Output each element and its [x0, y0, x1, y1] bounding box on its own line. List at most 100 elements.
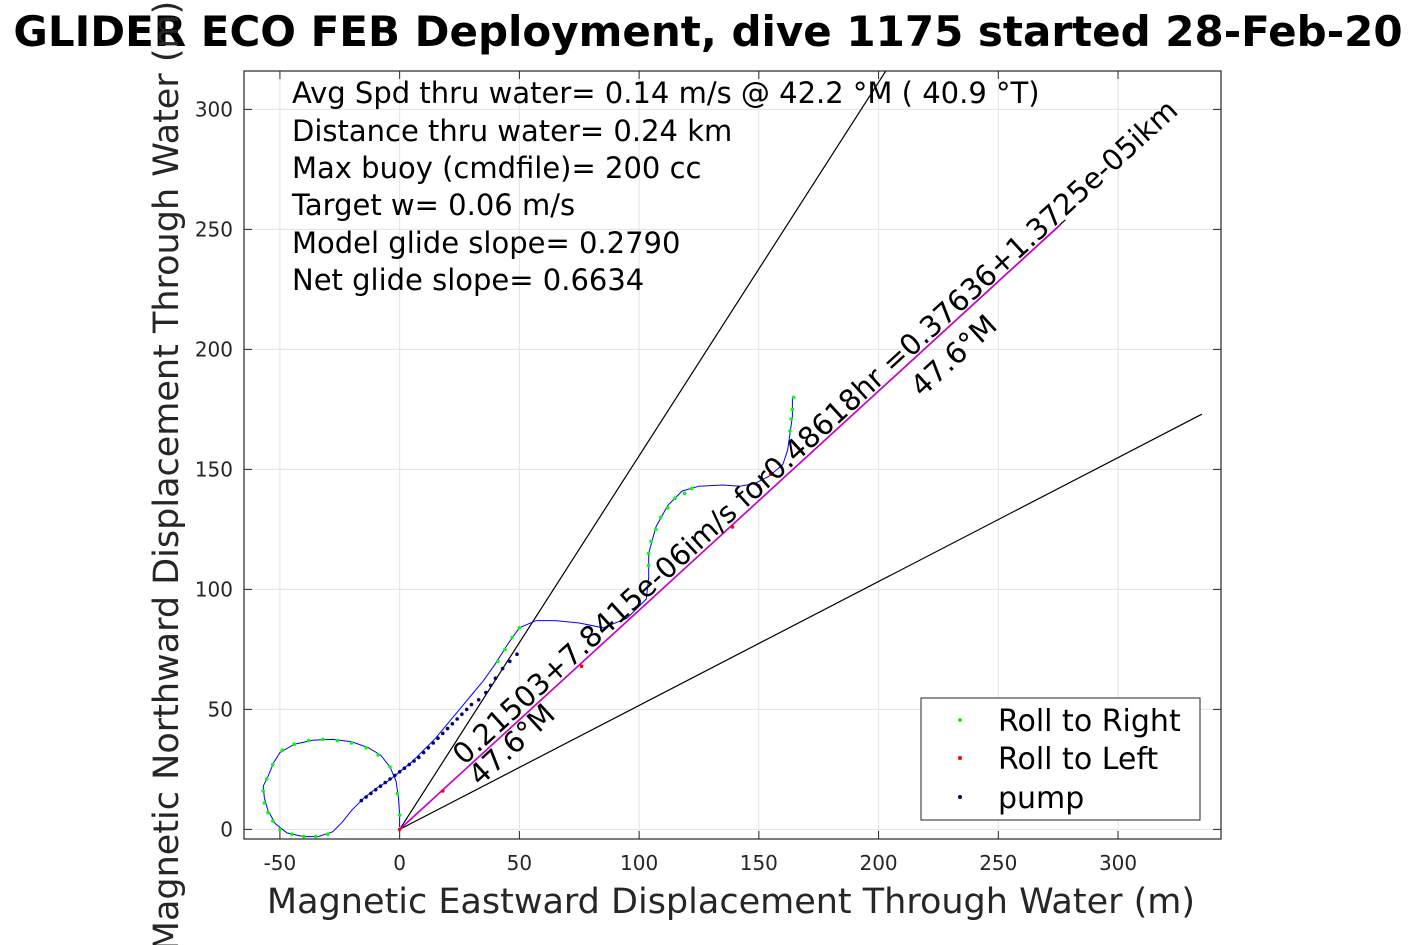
roll-right-point: [280, 748, 285, 752]
roll-right-point: [510, 635, 514, 640]
pump-point: [373, 788, 378, 792]
y-tick-label: 300: [195, 97, 233, 121]
roll-right-point: [649, 539, 653, 544]
info-line: Target w= 0.06 m/s: [291, 188, 575, 222]
info-line: Avg Spd thru water= 0.14 m/s @ 42.2 °M (…: [292, 76, 1040, 110]
pump-point: [460, 712, 464, 716]
roll-right-point: [278, 827, 282, 832]
roll-right-point: [788, 429, 792, 433]
info-line: Distance thru water= 0.24 km: [292, 114, 732, 148]
pump-point: [515, 652, 519, 656]
pump-point: [450, 722, 455, 726]
roll-right-point: [326, 832, 330, 836]
pump-point: [476, 698, 481, 702]
y-axis-label: Magnetic Northward Displacement Through …: [147, 1, 187, 945]
pump-point: [431, 741, 435, 745]
info-line: Net glide slope= 0.6634: [292, 263, 644, 297]
pump-point: [364, 795, 368, 799]
roll-right-point: [270, 819, 275, 823]
roll-right-point: [376, 753, 380, 757]
y-tick-label: 100: [195, 577, 233, 601]
roll-right-point: [261, 789, 265, 793]
roll-right-point: [262, 801, 267, 805]
x-tick-label: 100: [620, 851, 658, 875]
glider-track-line: [262, 397, 793, 838]
info-line: Model glide slope= 0.2790: [292, 226, 680, 260]
roll-right-point: [270, 762, 275, 767]
roll-left-point: [769, 472, 773, 477]
pump-point: [440, 731, 445, 736]
roll-right-point: [790, 407, 795, 412]
pump-point: [464, 707, 469, 712]
roll-right-point: [302, 834, 306, 839]
roll-right-point: [666, 506, 670, 510]
roll-left-point: [579, 664, 584, 668]
info-line: Max buoy (cmdfile)= 200 cc: [292, 151, 701, 185]
pump-point: [488, 683, 493, 688]
pump-point: [436, 736, 440, 740]
roll-left-point: [440, 789, 445, 793]
x-tick-label: 300: [1099, 851, 1137, 875]
x-tick-label: 0: [393, 851, 406, 875]
pump-point: [359, 798, 364, 803]
legend-marker-roll-left: [958, 756, 962, 760]
roll-right-point: [364, 746, 368, 750]
x-tick-label: 150: [740, 851, 778, 875]
reference-line-cone-upper: [399, 71, 887, 830]
pump-point: [445, 726, 450, 731]
pump-point: [369, 791, 373, 796]
pump-point: [421, 750, 426, 755]
legend-marker-pump: [958, 795, 962, 799]
y-tick-label: 50: [208, 697, 233, 721]
roll-right-point: [349, 741, 354, 745]
pump-point: [500, 666, 505, 671]
pump-point: [493, 676, 498, 680]
roll-right-point: [654, 527, 658, 532]
roll-right-point: [503, 647, 507, 652]
chart-title: GLIDER ECO FEB Deployment, dive 1175 sta…: [13, 7, 1402, 56]
roll-right-point: [321, 737, 325, 742]
x-tick-label: -50: [264, 851, 297, 875]
pump-point: [393, 773, 397, 778]
plot-frame: [243, 70, 1222, 840]
info-block: Avg Spd thru water= 0.14 m/s @ 42.2 °M (…: [291, 76, 1040, 297]
x-axis-label: Magnetic Eastward Displacement Through W…: [267, 882, 1195, 922]
pump-point: [508, 659, 512, 664]
track-layer: [262, 397, 793, 838]
roll-right-point: [290, 832, 294, 836]
roll-right-point: [496, 659, 500, 664]
pump-point: [397, 770, 402, 774]
roll-left-point: [757, 484, 761, 489]
roll-right-point: [388, 765, 392, 769]
pump-point: [402, 766, 407, 770]
x-tick-label: 50: [507, 851, 532, 875]
pump-point: [417, 755, 421, 760]
pump-point: [484, 690, 488, 695]
legend-box: [920, 697, 1201, 821]
y-tick-label: 0: [220, 817, 233, 841]
pump-point: [383, 780, 388, 785]
y-tick-label: 150: [195, 457, 233, 481]
pump-point: [407, 762, 412, 767]
pump-point: [388, 777, 392, 781]
current-vector-line: [399, 224, 1062, 830]
ticks: -50 0 50 100 150 200 250 300 0 50 100 150 200 250 300: [195, 71, 1221, 875]
pump-point: [455, 717, 459, 721]
pump-point: [412, 759, 416, 763]
y-tick-label: 250: [195, 217, 233, 241]
legend-label-pump: pump: [998, 781, 1084, 816]
roll-right-point: [397, 813, 402, 817]
pump-point: [469, 702, 474, 707]
legend-marker-roll-right: [958, 718, 962, 722]
roll-right-point: [646, 563, 651, 568]
roll-right-point: [791, 395, 796, 400]
grid: [244, 71, 1221, 839]
roll-right-point: [517, 626, 522, 630]
x-tick-label: 200: [859, 851, 897, 875]
legend-label-roll-left: Roll to Left: [998, 742, 1158, 777]
pump-point: [378, 784, 383, 788]
points-layer: [261, 395, 796, 839]
legend-label-roll-right: Roll to Right: [998, 704, 1181, 739]
roll-right-point: [673, 496, 677, 501]
